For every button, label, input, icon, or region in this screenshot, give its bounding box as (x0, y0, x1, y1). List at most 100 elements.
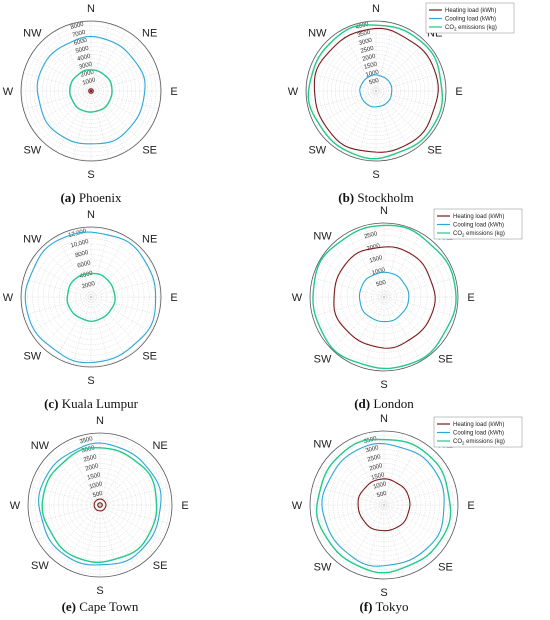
radial-gridline (21, 227, 161, 367)
direction-label-sw: SW (314, 354, 332, 366)
angular-gridline (375, 90, 437, 127)
radial-gridline (306, 21, 446, 161)
angular-gridline (48, 504, 101, 557)
radial-gridline (367, 82, 385, 100)
radial-gridline (371, 284, 397, 310)
angular-gridline (41, 90, 92, 141)
radial-tick-label: 2000 (362, 53, 377, 62)
radial-gridline (95, 500, 105, 510)
angular-gridline (90, 30, 127, 92)
radial-gridline (33, 33, 149, 149)
radial-tick-label: 10,000 (70, 239, 90, 250)
angular-gridline (315, 90, 377, 127)
angular-gridline (357, 90, 377, 159)
angular-gridline (90, 72, 159, 92)
direction-label-w: W (3, 292, 14, 304)
radial-tick-label: 1000 (82, 77, 97, 86)
angular-gridline (326, 90, 377, 141)
radial-tick-label: 500 (368, 78, 380, 87)
radial-tick-label: 3000 (81, 445, 96, 454)
radial-gridline (41, 41, 141, 141)
radial-gridline (49, 454, 151, 556)
radial-gridline (43, 249, 139, 345)
angular-gridline (383, 467, 449, 506)
radial-tick-label: 5000 (75, 45, 90, 54)
angular-gridline (23, 72, 92, 92)
radial-gridline (340, 253, 428, 341)
radial-tick-label: 1500 (371, 472, 386, 481)
legend-label-cooling: Cooling load (kWh) (453, 431, 504, 437)
angular-gridline (340, 90, 377, 152)
radial-gridline (342, 463, 426, 547)
angular-gridline (326, 41, 377, 92)
radial-gridline (67, 472, 133, 538)
angular-gridline (30, 55, 92, 92)
angular-gridline (383, 452, 437, 506)
angular-gridline (375, 90, 444, 110)
angular-gridline (99, 504, 119, 575)
direction-label-sw: SW (23, 351, 41, 363)
radial-tick-label: 2500 (360, 45, 375, 54)
series-line-co2 (315, 438, 452, 574)
angular-gridline (72, 229, 92, 298)
direction-label-ne: NE (142, 233, 157, 245)
direction-label-se: SE (142, 351, 157, 363)
angular-gridline (72, 23, 92, 92)
direction-label-sw: SW (314, 562, 332, 574)
angular-gridline (90, 296, 152, 333)
angular-gridline (357, 23, 377, 92)
direction-label-s: S (380, 587, 387, 599)
radial-gridline (76, 481, 124, 529)
radial-gridline (314, 29, 438, 153)
radial-gridline (37, 37, 145, 145)
radial-gridline (82, 82, 100, 100)
radial-tick-label: 12,000 (68, 228, 88, 239)
polar-frame (305, 20, 447, 162)
angular-gridline (383, 485, 456, 506)
radial-tick-label: 4000 (77, 53, 92, 62)
angular-gridline (90, 90, 141, 141)
polar-frame (309, 222, 459, 372)
direction-label-s: S (372, 169, 379, 181)
radial-gridline (29, 29, 153, 153)
direction-label-nw: NW (23, 233, 42, 245)
angular-gridline (30, 486, 101, 506)
direction-label-se: SE (153, 560, 168, 572)
series-line-heating (357, 478, 411, 532)
panel-caption: (d) London (354, 396, 414, 411)
radial-tick-label: 2000 (366, 243, 381, 252)
direction-label-nw: NW (313, 230, 332, 242)
series-line-heating-point (97, 502, 103, 508)
radial-gridline (363, 78, 389, 104)
angular-gridline (55, 236, 92, 298)
polar-chart-6: 500100015002000250030003500NNEESESSWWNWH… (292, 413, 523, 599)
direction-label-se: SE (142, 145, 157, 157)
radial-gridline (44, 449, 156, 561)
radial-tick-label: 2000 (85, 463, 100, 472)
radial-gridline (35, 440, 165, 570)
direction-label-sw: SW (31, 560, 49, 572)
direction-label-s: S (96, 585, 103, 597)
series-line-co2 (307, 24, 444, 160)
direction-label-e: E (170, 292, 177, 304)
radial-tick-label: 8000 (75, 250, 90, 259)
polar-chart-2: 5001000150020002500300035004000NNEESESSW… (288, 2, 515, 181)
radial-gridline (58, 264, 124, 330)
radial-gridline (369, 490, 399, 520)
series-line-cooling (358, 271, 410, 323)
legend-label-cooling: Cooling load (kWh) (445, 17, 496, 23)
direction-label-w: W (10, 500, 21, 512)
polar-frame (27, 432, 173, 578)
angular-gridline (90, 90, 127, 152)
radial-gridline (356, 477, 412, 533)
panel-caption: (e) Cape Town (62, 599, 139, 614)
radial-gridline (322, 37, 430, 145)
series-line-heating-point (88, 88, 94, 94)
radial-gridline (331, 46, 421, 136)
radial-tick-label: 1000 (371, 267, 386, 276)
radial-gridline (58, 58, 124, 124)
polar-frame (20, 20, 162, 162)
radial-tick-label: 3500 (357, 30, 372, 39)
legend: Heating load (kWh) Cooling load (kWh) CO2 … (425, 2, 515, 34)
